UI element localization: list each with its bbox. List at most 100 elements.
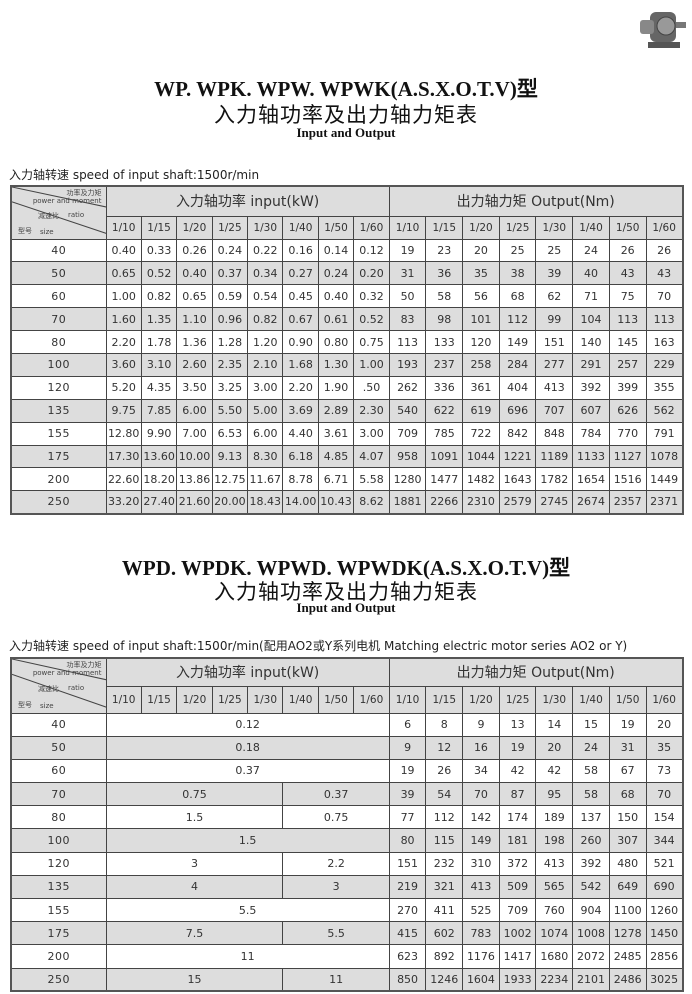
ratio-header: 1/15 <box>140 215 178 240</box>
output-torque-cell: 1417 <box>498 944 537 969</box>
output-torque-cell: 24 <box>572 735 610 760</box>
input-power-cell: 0.34 <box>247 261 284 286</box>
size-cell: 70 <box>10 307 107 332</box>
input-power-cell: 1.36 <box>176 330 213 354</box>
size-cell: 250 <box>10 490 107 515</box>
input-power-cell: 0.65 <box>176 284 213 309</box>
input-power-cell: 2.89 <box>317 398 355 423</box>
input-power-cell: 6.53 <box>211 421 249 446</box>
input-power-cell: 0.26 <box>176 238 213 263</box>
ratio-header: 1/60 <box>353 215 390 240</box>
output-torque-cell: 151 <box>388 851 427 876</box>
output-torque-cell: 413 <box>535 375 574 400</box>
table-row: 175 17.30 13.60 10.00 9.13 8.30 6.18 4.85 4.07 95… <box>10 444 684 469</box>
header-label-size-en: size <box>40 701 54 710</box>
table-row: 100 3.60 3.10 2.60 2.35 2.10 1.68 1.30 1.00 193 23… <box>10 352 684 377</box>
output-torque-cell: 20 <box>535 735 574 760</box>
size-cell: 200 <box>10 944 107 969</box>
input-power-cell: 4.40 <box>282 421 319 446</box>
output-torque-cell: 1604 <box>462 967 500 992</box>
input-power-cell: 14.00 <box>282 490 319 515</box>
output-torque-cell: 25 <box>498 238 537 263</box>
output-torque-cell: 258 <box>462 352 500 377</box>
output-torque-cell: 2310 <box>462 490 500 515</box>
size-cell: 40 <box>10 238 107 263</box>
input-power-cell: 5.00 <box>247 398 284 423</box>
input-power-cell: 0.40 <box>105 238 142 263</box>
output-torque-cell: 19 <box>388 238 427 263</box>
output-torque-cell: 277 <box>535 352 574 377</box>
input-power-cell: 0.24 <box>211 238 249 263</box>
output-torque-cell: 1246 <box>425 967 464 992</box>
input-power-cell: 6.00 <box>176 398 213 423</box>
output-torque-cell: 257 <box>608 352 647 377</box>
output-torque-cell: 112 <box>425 805 464 830</box>
table1-title: WP. WPK. WPW. WPWK(A.S.X.O.T.V)型 <box>154 77 538 101</box>
output-torque-cell: 2234 <box>535 967 574 992</box>
ratio-header: 1/60 <box>353 685 390 714</box>
ratio-header: 1/60 <box>645 215 684 240</box>
output-torque-cell: 174 <box>498 805 537 830</box>
output-torque-cell: 2674 <box>572 490 610 515</box>
size-cell: 175 <box>10 444 107 469</box>
table-row: 250 15 11 850 1246 1604 1933 2234 2101 2486 3025 <box>10 967 684 992</box>
output-torque-cell: 262 <box>388 375 427 400</box>
header-row: 功率及力矩 power and moment 减速比 ratio 型号 size 入力轴功率… <box>10 185 684 240</box>
input-power-cell: 17.30 <box>105 444 142 469</box>
input-power-cell: 21.60 <box>176 490 213 515</box>
output-torque-cell: 104 <box>572 307 610 332</box>
input-power-cell: 0.90 <box>282 330 319 354</box>
input-power-cell: 0.37 <box>211 261 249 286</box>
input-power-cell: 11 <box>282 967 390 992</box>
output-torque-cell: 56 <box>462 284 500 309</box>
table2-subtitle-en: Input and Output <box>296 600 396 615</box>
output-torque-cell: 54 <box>425 782 464 807</box>
table-row: 250 33.20 27.40 21.60 20.00 18.43 14.00 10.43 8.… <box>10 490 684 515</box>
output-torque-cell: 43 <box>645 261 684 286</box>
output-torque-cell: 1881 <box>388 490 427 515</box>
size-cell: 50 <box>10 735 107 760</box>
input-power-cell: 4.35 <box>140 375 178 400</box>
output-torque-cell: 525 <box>462 897 500 923</box>
output-torque-cell: 2357 <box>608 490 647 515</box>
output-torque-cell: 1002 <box>498 921 537 946</box>
output-torque-cell: 142 <box>462 805 500 830</box>
output-torque-cell: 565 <box>535 874 574 900</box>
ratio-header: 1/50 <box>608 215 647 240</box>
input-power-cell: 4 <box>105 874 284 900</box>
output-torque-cell: 284 <box>498 352 537 377</box>
ratio-header: 1/15 <box>425 215 464 240</box>
input-power-cell: 0.14 <box>317 238 355 263</box>
output-torque-cell: 83 <box>388 307 427 332</box>
input-power-cell: 8.62 <box>353 490 390 515</box>
output-torque-cell: 1127 <box>608 444 647 469</box>
input-power-cell: 0.67 <box>282 307 319 332</box>
output-torque-cell: 2266 <box>425 490 464 515</box>
input-power-cell: 1.30 <box>317 352 355 377</box>
header-label-size-cn: 型号 <box>18 226 32 235</box>
table-row: 50 0.65 0.52 0.40 0.37 0.34 0.27 0.24 0.20 31 36 35… <box>10 261 684 286</box>
output-torque-cell: 75 <box>608 284 647 309</box>
output-torque-cell: 42 <box>535 758 574 784</box>
ratio-header: 1/10 <box>388 215 427 240</box>
output-torque-cell: 6 <box>388 712 427 737</box>
table2: 功率及力矩 power and moment 减速比 ratio 型号 size 入力轴功率… <box>10 657 684 993</box>
table-row: 120 5.20 4.35 3.50 3.25 3.00 2.20 1.90.50 262 336… <box>10 375 684 400</box>
input-power-cell: 3.60 <box>105 352 142 377</box>
output-torque-cell: 113 <box>645 307 684 332</box>
input-power-cell: 1.10 <box>176 307 213 332</box>
table-row: 40 0.12 6 8 9 13 14 15 19 20 <box>10 712 684 737</box>
output-torque-cell: 120 <box>462 330 500 354</box>
ratio-row: 1/10 1/15 1/20 1/25 1/30 1/40 1/50 1/60 1/10 1/15… <box>11 215 684 240</box>
header-label-ratio-cn: 减速比 <box>38 684 59 693</box>
input-power-cell: 12.75 <box>211 467 249 492</box>
input-power-cell: 0.20 <box>353 261 390 286</box>
output-torque-cell: 1933 <box>498 967 537 992</box>
input-power-cell: 3 <box>105 851 284 876</box>
input-power-cell: 0.12 <box>353 238 390 263</box>
header-label-ratio-cn: 减速比 <box>38 211 59 220</box>
output-torque-cell: 1189 <box>535 444 574 469</box>
output-torque-cell: 13 <box>498 712 537 737</box>
output-torque-cell: 1133 <box>572 444 610 469</box>
output-torque-cell: 372 <box>498 851 537 876</box>
